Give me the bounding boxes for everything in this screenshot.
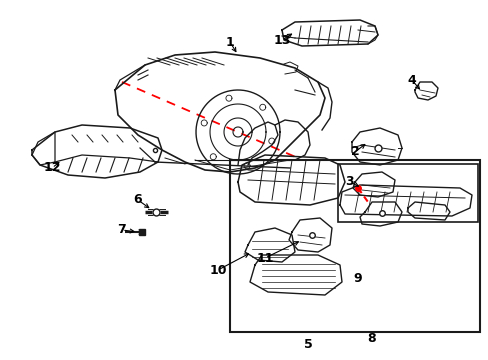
Text: 12: 12 [43,162,61,175]
Text: 4: 4 [407,73,415,86]
Text: 2: 2 [350,145,359,158]
Text: 10: 10 [209,264,226,276]
Text: 9: 9 [353,271,362,284]
Bar [337,164,477,222]
Text: 6: 6 [133,193,142,207]
Bar [229,160,479,332]
Text: 7: 7 [118,224,126,237]
Text: 1: 1 [225,36,234,49]
Text: 8: 8 [367,332,376,345]
Text: 11: 11 [256,252,273,265]
Text: 3: 3 [345,175,354,189]
Text: 5: 5 [303,338,312,351]
Text: 13: 13 [273,33,290,46]
